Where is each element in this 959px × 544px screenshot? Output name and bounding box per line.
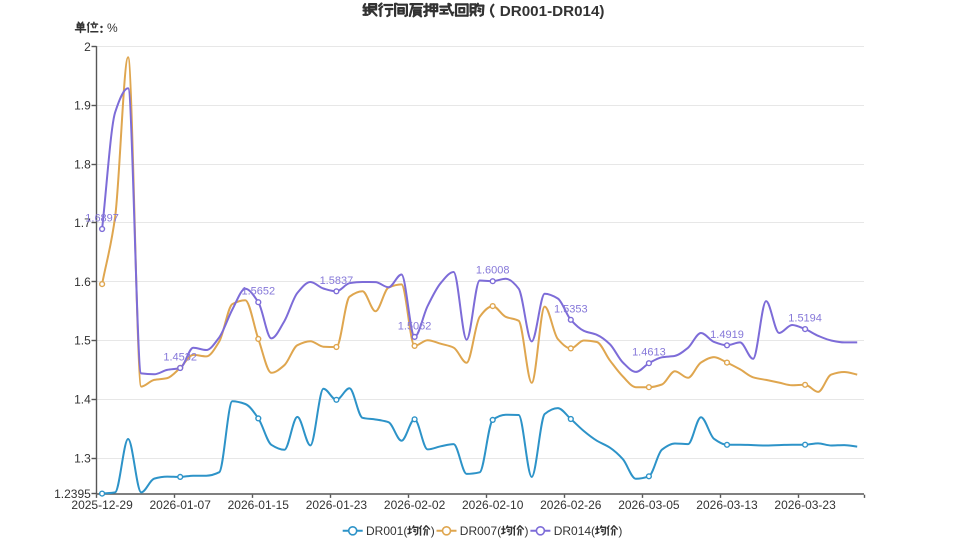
svg-text:2026-03-05: 2026-03-05 [618, 498, 680, 512]
svg-text:1.6897: 1.6897 [85, 213, 119, 225]
svg-text:1.6008: 1.6008 [476, 265, 510, 277]
svg-text:1.6: 1.6 [74, 275, 91, 289]
svg-text:2: 2 [84, 40, 91, 54]
svg-text:1.5062: 1.5062 [398, 320, 432, 332]
svg-text:1.4532: 1.4532 [163, 352, 197, 364]
svg-text:1.5: 1.5 [74, 334, 91, 348]
svg-text:2026-03-13: 2026-03-13 [696, 498, 758, 512]
svg-text:): ) [525, 524, 529, 538]
svg-text:1.5353: 1.5353 [554, 303, 588, 315]
svg-text:1.4613: 1.4613 [632, 347, 666, 359]
svg-text:2025-12-29: 2025-12-29 [71, 498, 133, 512]
svg-text:2026-01-15: 2026-01-15 [228, 498, 290, 512]
svg-text:DR007(: DR007( [460, 524, 501, 538]
svg-text:2026-01-07: 2026-01-07 [150, 498, 212, 512]
svg-text:): ) [431, 524, 435, 538]
svg-text:1.3: 1.3 [74, 451, 91, 465]
svg-text:1.8: 1.8 [74, 157, 91, 171]
svg-text:2026-01-23: 2026-01-23 [306, 498, 368, 512]
svg-text:%: % [107, 21, 118, 35]
svg-text:1.4919: 1.4919 [710, 329, 744, 341]
svg-text:1.9: 1.9 [74, 99, 91, 113]
svg-text:): ) [618, 524, 622, 538]
svg-text:2026-02-10: 2026-02-10 [462, 498, 524, 512]
svg-text:DR014(: DR014( [554, 524, 595, 538]
svg-text:1.5194: 1.5194 [788, 313, 822, 325]
svg-text:1.5652: 1.5652 [241, 286, 275, 298]
svg-text:1.5837: 1.5837 [320, 275, 354, 287]
svg-text:2026-02-02: 2026-02-02 [384, 498, 446, 512]
svg-text:DR001(: DR001( [366, 524, 407, 538]
svg-text:1.4: 1.4 [74, 393, 91, 407]
svg-text:2026-03-23: 2026-03-23 [774, 498, 836, 512]
svg-text:2026-02-26: 2026-02-26 [540, 498, 602, 512]
svg-text:DR001-DR014): DR001-DR014) [500, 3, 605, 20]
